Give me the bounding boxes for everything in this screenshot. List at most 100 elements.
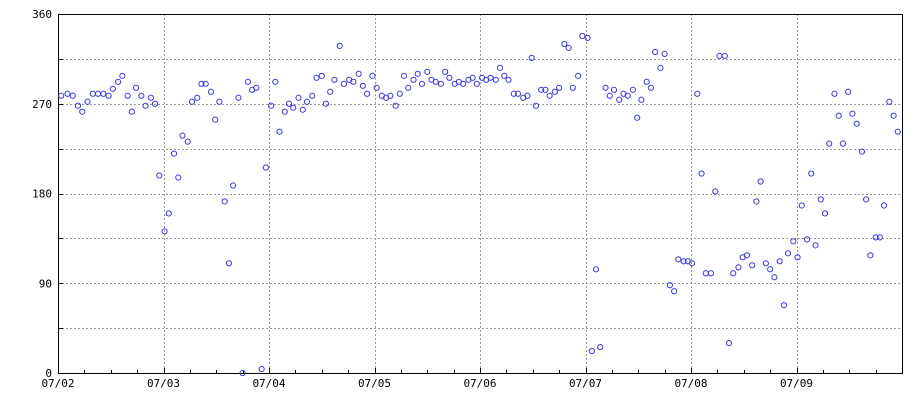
data-point (165, 210, 172, 217)
x-tick-label: 07/05 (358, 377, 391, 390)
data-point (170, 150, 178, 157)
data-point (235, 94, 242, 101)
data-point (556, 84, 563, 91)
data-point (128, 108, 135, 115)
data-points (58, 32, 901, 377)
data-point (179, 132, 186, 139)
data-point (501, 72, 508, 79)
data-point (835, 112, 842, 119)
data-point (281, 108, 288, 115)
data-point (446, 74, 453, 81)
y-tick-label: 360 (32, 8, 52, 21)
data-point (138, 92, 145, 99)
data-point (606, 92, 613, 99)
data-point (225, 260, 233, 267)
data-point (784, 250, 792, 257)
data-point (212, 116, 219, 123)
y-tick-label: 270 (32, 98, 52, 111)
data-point (469, 74, 476, 81)
data-point (894, 128, 901, 135)
x-tick-label: 07/04 (252, 377, 285, 390)
data-point (151, 100, 159, 107)
data-point (115, 78, 122, 85)
data-point (373, 84, 380, 91)
y-tick-label: 90 (39, 277, 52, 290)
data-point (762, 260, 770, 267)
data-point (666, 282, 674, 289)
data-point (359, 82, 366, 89)
data-point (64, 90, 71, 97)
data-point (309, 92, 316, 99)
data-point (528, 54, 535, 61)
data-point (392, 102, 399, 109)
data-point (542, 86, 549, 93)
data-point (597, 343, 604, 351)
data-point (239, 369, 246, 377)
data-point (387, 92, 394, 99)
data-point (336, 42, 343, 50)
data-point (295, 94, 302, 101)
data-point (638, 96, 645, 103)
x-tick-label: 07/09 (780, 377, 813, 390)
data-point (487, 74, 494, 81)
data-point (592, 266, 600, 273)
data-point (109, 85, 116, 92)
data-point (364, 90, 371, 97)
data-point (757, 178, 764, 185)
x-tick-label: 07/06 (463, 377, 496, 390)
data-point (561, 40, 568, 48)
data-point (721, 52, 728, 59)
data-point (496, 64, 504, 71)
data-point (812, 242, 819, 249)
data-point (831, 90, 838, 97)
data-point (331, 76, 338, 83)
data-point (221, 198, 228, 205)
data-point (505, 76, 512, 83)
data-point (100, 90, 107, 97)
data-point (707, 270, 715, 277)
data-point (839, 140, 847, 147)
data-point (647, 84, 655, 91)
data-point (396, 90, 403, 97)
y-tick-label: 180 (32, 188, 52, 201)
data-point (863, 196, 870, 203)
data-point (634, 114, 641, 121)
data-point (694, 90, 701, 97)
data-point (803, 236, 811, 243)
data-point (244, 78, 251, 85)
data-point (584, 34, 591, 42)
data-point (276, 128, 283, 135)
data-point (753, 198, 760, 205)
data-point (473, 80, 480, 87)
data-point (565, 44, 572, 52)
data-point (84, 98, 91, 105)
data-point (161, 228, 168, 235)
data-point (175, 174, 182, 181)
data-point (876, 234, 883, 241)
data-point (610, 86, 618, 93)
data-point (688, 260, 696, 267)
data-point (147, 94, 154, 101)
data-point (858, 148, 866, 155)
data-point (867, 252, 874, 259)
data-point (890, 112, 897, 119)
data-point (767, 266, 774, 273)
data-point (671, 288, 678, 295)
data-point (414, 70, 421, 77)
data-point (588, 347, 595, 355)
data-point (424, 68, 431, 75)
data-point (132, 84, 140, 91)
data-point (730, 270, 737, 277)
data-point (290, 104, 297, 111)
data-point (886, 98, 893, 105)
data-point (524, 92, 531, 99)
data-point (340, 80, 348, 87)
data-point (652, 48, 659, 55)
data-point (437, 80, 445, 87)
data-point (202, 80, 209, 87)
data-point (442, 68, 449, 75)
data-point (575, 72, 582, 79)
data-point (105, 92, 112, 99)
data-point (780, 302, 787, 309)
